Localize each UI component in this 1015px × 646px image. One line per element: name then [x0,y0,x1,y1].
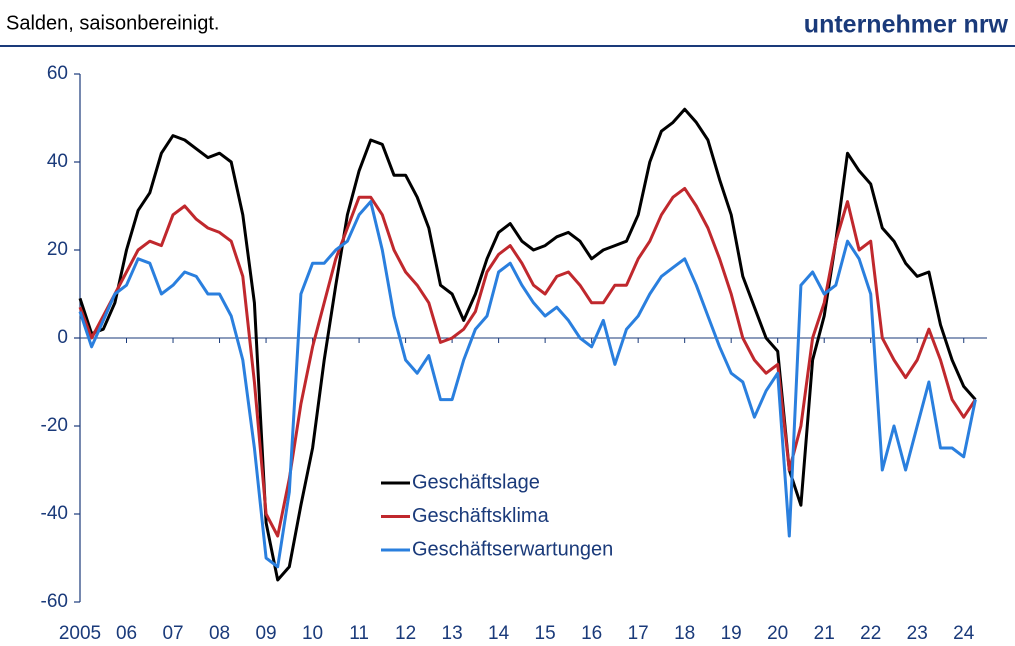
y-tick-label: 60 [47,63,68,84]
x-tick-label: 15 [535,623,556,644]
x-tick-label: 10 [302,623,323,644]
series-line [78,107,977,582]
x-tick-label: 18 [674,623,695,644]
x-tick-label: 12 [395,623,416,644]
chart-title: Salden, saisonbereinigt. [6,12,219,34]
x-tick-label: 11 [349,623,369,644]
x-tick-label: 2005 [59,623,101,644]
x-tick-label: 07 [162,623,183,644]
brand-logo: unternehmer nrw [804,11,1009,39]
y-tick-label: 40 [47,151,68,172]
x-tick-label: 16 [581,623,602,644]
x-tick-label: 08 [209,623,230,644]
x-tick-label: 24 [953,623,975,644]
x-tick-label: 06 [116,623,137,644]
x-tick-label: 09 [255,623,276,644]
x-tick-label: 19 [721,623,742,644]
y-tick-label: -60 [41,591,68,612]
y-tick-label: -20 [41,415,68,436]
legend-label: Geschäftserwartungen [412,538,613,560]
x-tick-label: 13 [442,623,463,644]
x-tick-label: 20 [767,623,788,644]
y-tick-label: 20 [47,239,68,260]
y-tick-label: 0 [57,327,68,348]
series-line [78,200,977,569]
legend-label: Geschäftslage [412,471,540,493]
x-tick-label: 23 [907,623,928,644]
x-tick-label: 17 [628,623,649,644]
x-tick-label: 22 [860,623,881,644]
y-tick-label: -40 [41,503,68,524]
x-tick-label: 21 [814,623,835,644]
legend-label: Geschäftsklima [412,505,550,527]
x-tick-label: 14 [488,623,510,644]
